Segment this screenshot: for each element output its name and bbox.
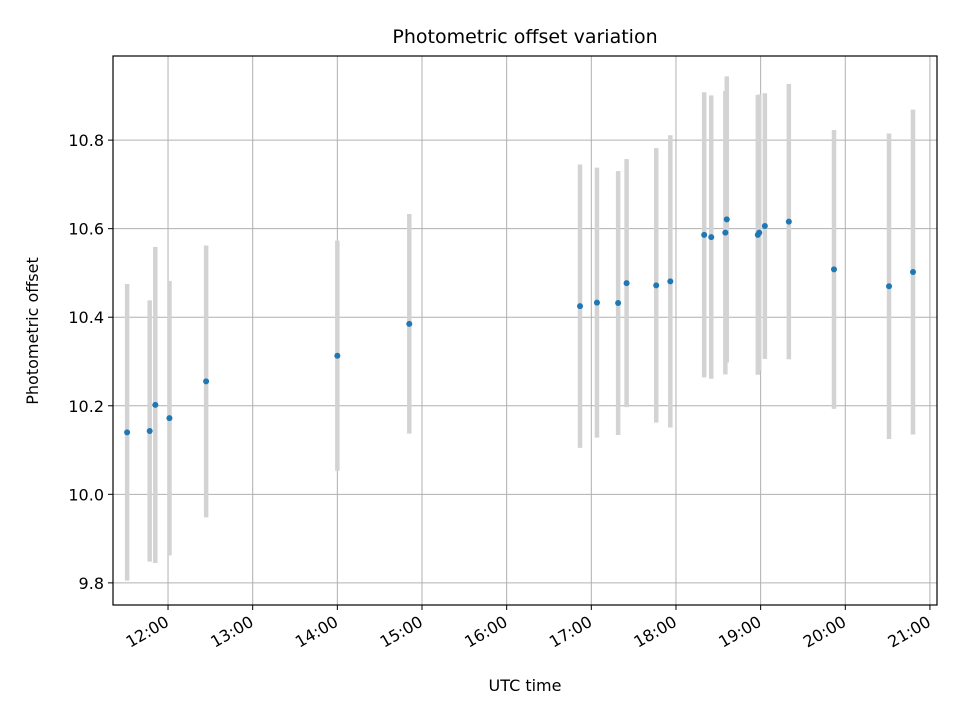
data-point — [623, 280, 630, 287]
data-points — [124, 216, 917, 436]
data-point — [615, 300, 622, 307]
data-point — [701, 231, 708, 238]
y-axis-label: Photometric offset — [23, 257, 42, 405]
data-point — [756, 229, 763, 236]
data-point — [761, 223, 768, 230]
y-tick-label: 10.8 — [68, 131, 104, 150]
data-point — [886, 283, 893, 290]
data-point — [406, 320, 413, 327]
data-point — [203, 378, 210, 385]
y-axis: 9.8 10.0 10.2 10.4 10.6 10.8 — [68, 131, 113, 593]
data-point — [831, 266, 837, 273]
data-point — [723, 216, 730, 223]
data-point — [785, 218, 792, 225]
data-point — [722, 229, 729, 236]
data-point — [124, 429, 131, 436]
data-point — [708, 234, 715, 241]
data-point — [653, 282, 660, 289]
data-point — [577, 303, 584, 310]
y-tick-label: 10.0 — [68, 485, 104, 504]
data-point — [166, 415, 173, 422]
data-point — [152, 401, 159, 408]
y-tick-label: 10.2 — [68, 397, 104, 416]
data-point — [146, 428, 153, 435]
grid — [113, 56, 937, 605]
data-point — [667, 278, 674, 285]
data-point — [334, 352, 341, 359]
data-point — [910, 269, 917, 276]
data-point — [593, 299, 600, 306]
y-tick-label: 9.8 — [79, 574, 104, 593]
plot-frame — [112, 55, 938, 606]
chart-title: Photometric offset variation — [392, 26, 657, 48]
x-axis-label: UTC time — [489, 676, 562, 695]
y-tick-label: 10.4 — [68, 308, 104, 327]
y-tick-label: 10.6 — [68, 220, 104, 239]
